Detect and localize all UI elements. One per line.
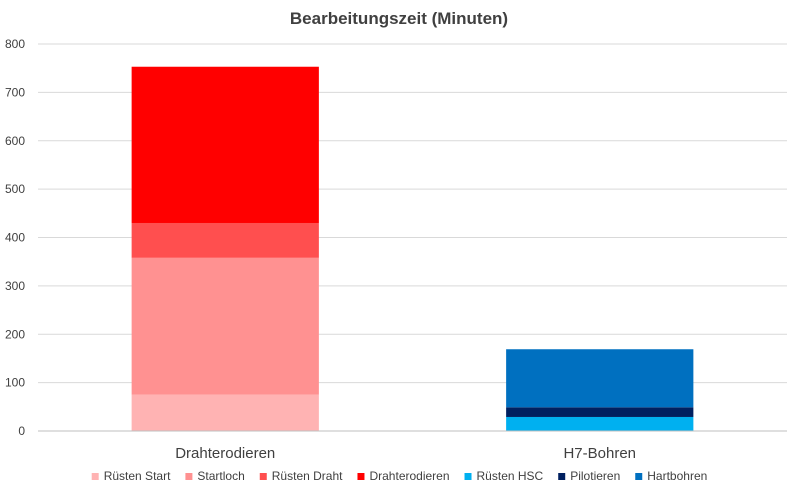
y-axis-ticks: 0 100 200 300 400 500 600 700 800 [5,37,25,438]
bar-segment [131,222,319,258]
bar-segment [506,416,694,431]
y-tick-label: 0 [18,424,25,438]
legend-item: Pilotieren [558,469,620,483]
legend-label: Rüsten Start [104,469,171,483]
x-axis-categories: Drahterodieren H7-Bohren [175,445,636,462]
legend-label: Pilotieren [570,469,620,483]
y-tick-label: 100 [5,376,25,390]
y-tick-label: 200 [5,327,25,341]
legend-item: Drahterodieren [357,469,450,483]
y-tick-label: 500 [5,182,25,196]
legend-label: Hartbohren [647,469,707,483]
bar-segment [506,349,694,408]
x-category-label: Drahterodieren [175,445,275,462]
y-tick-label: 400 [5,231,25,245]
y-tick-label: 600 [5,134,25,148]
bar-segment [131,394,319,431]
legend-swatch [635,473,643,480]
legend: Rüsten Start Startloch Rüsten Draht Drahter… [91,469,707,483]
bar-segment [131,66,319,223]
legend-swatch [558,473,566,480]
legend-item: Startloch [185,469,245,483]
bar-segment [131,257,319,395]
bar-segment [506,407,694,417]
legend-swatch [259,473,267,480]
legend-swatch [357,473,365,480]
legend-swatch [464,473,472,480]
legend-item: Hartbohren [635,469,707,483]
chart-title: Bearbeitungszeit (Minuten) [290,9,508,28]
bars [131,66,694,431]
x-category-label: H7-Bohren [563,445,636,462]
legend-label: Rüsten Draht [272,469,343,483]
legend-item: Rüsten Draht [259,469,343,483]
y-tick-label: 700 [5,85,25,99]
legend-label: Drahterodieren [369,469,449,483]
legend-swatch [91,473,99,480]
legend-item: Rüsten Start [91,469,171,483]
legend-label: Startloch [197,469,244,483]
y-tick-label: 800 [5,37,25,51]
legend-item: Rüsten HSC [464,469,544,483]
y-tick-label: 300 [5,279,25,293]
legend-swatch [185,473,193,480]
legend-label: Rüsten HSC [477,469,544,483]
